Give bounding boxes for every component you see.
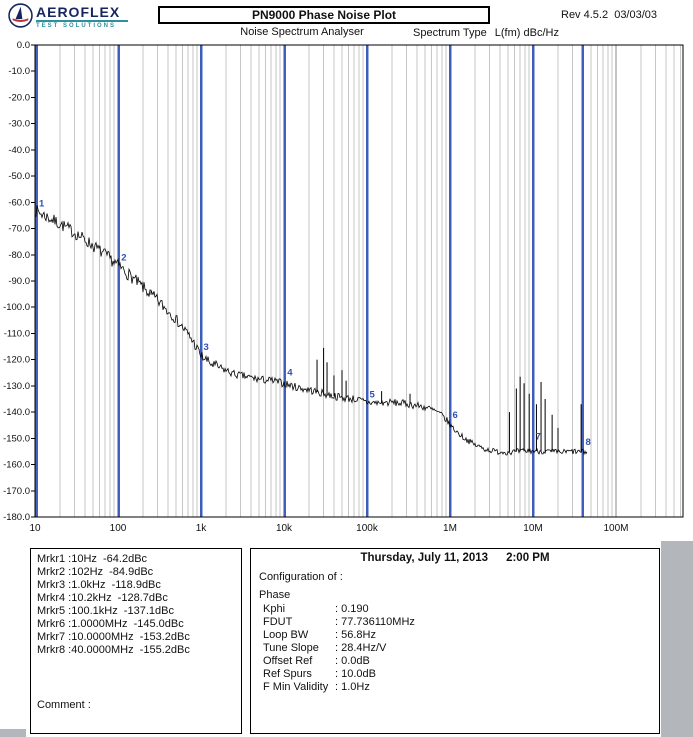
comment-label: Comment : [37, 699, 91, 711]
revision-text: Rev 4.5.2 03/03/03 [561, 9, 658, 21]
config-label: FDUT [263, 616, 293, 628]
spectrum-type-label: Spectrum Type [413, 27, 487, 39]
x-tick-label: 1M [443, 523, 457, 534]
x-tick-label: 10 [29, 523, 41, 534]
marker-readout: Mrkr8 :40.0000MHz -155.2dBc [37, 644, 190, 656]
chart-marker-label: 2 [121, 253, 126, 264]
y-tick-label: -120.0 [3, 355, 30, 366]
x-tick-label: 10M [523, 523, 542, 534]
chart-marker-label: 1 [39, 198, 45, 209]
y-tick-label: -30.0 [8, 119, 30, 130]
report-date: Thursday, July 11, 2013 [360, 552, 489, 564]
chart-marker-label: 8 [586, 437, 591, 448]
y-axis-tick-labels: 0.0 -10.0 -20.0 -30.0 -40.0 -50.0 -60.0 -70.0 -8… [3, 40, 30, 523]
marker-number-labels: 1 2 3 4 5 6 7 8 [39, 198, 591, 448]
spectrum-type-value: L(fm) dBc/Hz [494, 27, 559, 39]
phase-noise-chart: 1 2 3 4 5 6 7 8 10 100 1k 10k 100k 1M 10M 100M 0.0 -10.0 -… [0, 38, 693, 546]
chart-marker-label: 3 [204, 342, 209, 353]
marker-readout: Mrkr5 :100.1kHz -137.1dBc [37, 605, 174, 617]
config-value: : 56.8Hz [335, 629, 376, 641]
brand-tagline: TEST SOLUTIONS [36, 23, 117, 29]
y-tick-label: -160.0 [3, 460, 30, 471]
window-background-right [661, 541, 693, 737]
y-tick-label: -150.0 [3, 433, 30, 444]
x-tick-label: 1k [196, 523, 208, 534]
config-value: : 10.0dB [335, 668, 376, 680]
y-tick-label: -170.0 [3, 486, 30, 497]
spectrum-type: Spectrum Type L(fm) dBc/Hz [413, 27, 559, 39]
aeroflex-logo: AEROFLEX TEST SOLUTIONS [8, 3, 148, 37]
y-tick-label: -110.0 [4, 328, 30, 339]
marker-readout: Mrkr3 :1.0kHz -118.9dBc [37, 579, 161, 591]
config-label: Offset Ref [263, 655, 313, 667]
minor-gridlines [59, 45, 682, 517]
config-row: FDUT : 77.736110MHz [263, 616, 415, 629]
y-tick-label: -180.0 [3, 512, 30, 523]
config-label: Tune Slope [263, 642, 319, 654]
y-tick-label: -50.0 [8, 171, 30, 182]
marker-readout: Mrkr2 :102Hz -84.9dBc [37, 566, 154, 578]
config-label: Loop BW [263, 629, 309, 641]
plot-title: PN9000 Phase Noise Plot [251, 8, 397, 22]
report-time: 2:00 PM [506, 552, 550, 564]
config-value: : 1.0Hz [335, 681, 370, 693]
config-row: Tune Slope : 28.4Hz/V [263, 642, 415, 655]
phase-noise-trace [35, 205, 588, 456]
y-tick-label: -10.0 [8, 66, 30, 77]
analyser-subtitle: Noise Spectrum Analyser [240, 26, 364, 38]
chart-marker-label: 5 [370, 390, 376, 401]
config-value: : 28.4Hz/V [335, 642, 387, 654]
x-tick-label: 100M [603, 523, 628, 534]
config-row: Kphi : 0.190 [263, 603, 415, 616]
chart-marker-label: 6 [453, 410, 458, 421]
config-value: : 0.190 [335, 603, 369, 615]
y-tick-label: -140.0 [3, 407, 30, 418]
window-background-corner [0, 729, 26, 737]
config-row: Offset Ref : 0.0dB [263, 655, 415, 668]
chart-marker-label: 7 [536, 432, 541, 443]
y-tick-label: -80.0 [8, 250, 30, 261]
config-row: F Min Validity : 1.0Hz [263, 681, 415, 694]
y-tick-label: -100.0 [3, 302, 30, 313]
config-value: : 0.0dB [335, 655, 370, 667]
x-tick-label: 100 [110, 523, 127, 534]
config-rows: Kphi : 0.190 FDUT : 77.736110MHz Loop BW… [263, 603, 415, 694]
chart-marker-label: 4 [287, 368, 293, 379]
config-subject: Phase [259, 589, 291, 601]
marker-lines [35, 45, 585, 517]
plot-title-box: PN9000 Phase Noise Plot [158, 6, 490, 24]
y-tick-label: -70.0 [8, 224, 30, 235]
config-heading: Configuration of : [259, 571, 343, 583]
brand-name: AEROFLEX [36, 4, 121, 20]
x-tick-label: 10k [276, 523, 293, 534]
marker-list-panel: Mrkr1 :10Hz -64.2dBc Mrkr2 :102Hz -84.9d… [30, 548, 242, 734]
phase-noise-chart-svg: 1 2 3 4 5 6 7 8 10 100 1k 10k 100k 1M 10M 100M 0.0 -10.0 -… [3, 40, 684, 534]
config-value: : 77.736110MHz [335, 616, 415, 628]
config-label: Ref Spurs [263, 668, 312, 680]
x-axis-tick-labels: 10 100 1k 10k 100k 1M 10M 100M [29, 523, 628, 534]
brand-rule [36, 20, 128, 22]
y-tick-label: -130.0 [3, 381, 30, 392]
marker-readout: Mrkr7 :10.0000MHz -153.2dBc [37, 631, 190, 643]
config-label: Kphi [263, 603, 286, 615]
y-tick-label: -60.0 [8, 197, 30, 208]
config-panel: Thursday, July 11, 2013 2:00 PM Configur… [250, 548, 660, 734]
marker-readout: Mrkr1 :10Hz -64.2dBc [37, 553, 148, 565]
report-datetime: Thursday, July 11, 2013 2:00 PM [251, 552, 659, 564]
y-axis-ticks [31, 44, 35, 518]
y-tick-label: -90.0 [8, 276, 30, 287]
y-tick-label: -20.0 [8, 92, 30, 103]
y-tick-label: -40.0 [8, 145, 30, 156]
y-tick-label: 0.0 [17, 40, 30, 51]
config-row: Loop BW : 56.8Hz [263, 629, 415, 642]
aeroflex-logo-icon [8, 3, 33, 28]
spur-spikes [150, 291, 582, 453]
config-row: Ref Spurs : 10.0dB [263, 668, 415, 681]
marker-readout: Mrkr6 :1.0000MHz -145.0dBc [37, 618, 184, 630]
marker-readout: Mrkr4 :10.2kHz -128.7dBc [37, 592, 168, 604]
config-label: F Min Validity [263, 681, 329, 693]
x-tick-label: 100k [356, 523, 379, 534]
